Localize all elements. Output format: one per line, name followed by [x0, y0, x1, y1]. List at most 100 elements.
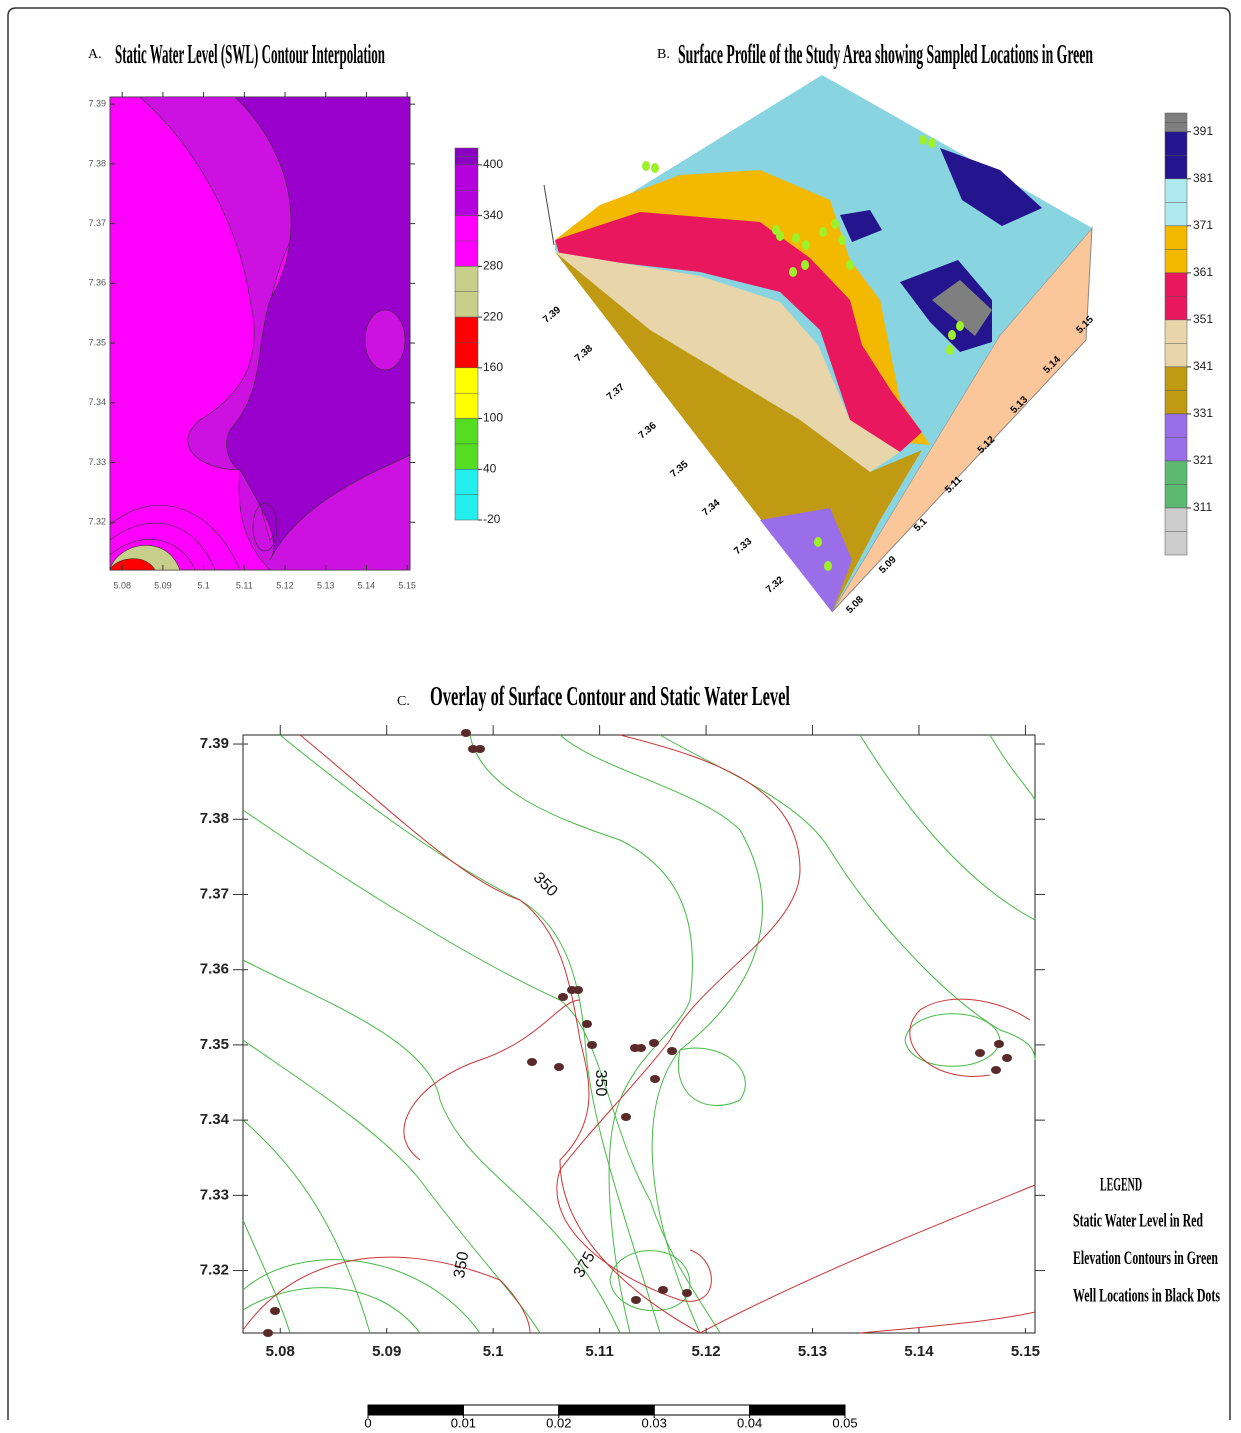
x-tick-label: 5.11: [236, 580, 253, 590]
surface-3d: [544, 75, 1092, 612]
sample-location: [928, 138, 936, 148]
well-location: [658, 1286, 668, 1294]
y-tick-label: 7.39: [200, 735, 229, 752]
sample-location: [846, 260, 854, 270]
well-location: [527, 1058, 537, 1066]
axis-3d-label: 7.37: [605, 382, 627, 403]
well-location: [573, 986, 583, 994]
colorbar-label: 311: [1193, 500, 1212, 514]
axis-3d-label: 5.08: [844, 594, 866, 616]
overlay-frame: [243, 735, 1035, 1333]
well-location: [975, 1049, 985, 1057]
scale-segment: [463, 1405, 558, 1415]
x-tick-label: 5.12: [276, 580, 294, 590]
colorbar-label: 371: [1193, 218, 1213, 232]
well-location: [270, 1307, 280, 1315]
scale-segment: [559, 1405, 654, 1415]
sample-location: [814, 537, 822, 547]
colorbar-label: 361: [1193, 265, 1213, 279]
x-tick-label: 5.15: [398, 580, 416, 590]
well-location: [994, 1040, 1004, 1048]
colorbar-label: 40: [483, 461, 497, 475]
x-tick-label: 5.15: [1011, 1343, 1040, 1360]
axis-3d-label: 7.38: [573, 343, 595, 364]
sample-location: [819, 227, 827, 237]
y-tick-label: 7.35: [200, 1036, 229, 1053]
colorbar-label: 321: [1193, 453, 1213, 467]
well-location: [682, 1289, 692, 1297]
scale-label: 0.03: [642, 1415, 667, 1430]
y-tick-label: 7.38: [200, 810, 229, 827]
y-tick-label: 7.37: [88, 218, 106, 228]
well-location: [621, 1113, 631, 1121]
scale-segment: [654, 1405, 749, 1415]
sample-location: [802, 240, 810, 250]
well-location: [554, 1063, 564, 1071]
y-tick-label: 7.36: [200, 961, 229, 978]
y-tick-label: 7.33: [200, 1186, 229, 1203]
contour-label: 350: [592, 1070, 609, 1097]
well-location: [263, 1329, 273, 1337]
sample-location: [824, 561, 832, 571]
sample-location: [946, 345, 954, 355]
sample-location: [801, 260, 809, 270]
sample-location: [948, 330, 956, 340]
sample-location: [776, 231, 784, 241]
scale-segment: [368, 1405, 463, 1415]
y-tick-label: 7.32: [88, 517, 106, 527]
colorbar-label: 340: [483, 208, 503, 222]
legend-item: Well Locations in Black Dots: [1073, 1285, 1220, 1306]
colorbar-label: 391: [1193, 124, 1213, 138]
well-location: [582, 1020, 592, 1028]
scale-label: 0: [364, 1415, 371, 1430]
colorbar-label: 381: [1193, 171, 1213, 185]
well-location: [461, 729, 471, 737]
page: A. Static Water Level (SWL) Contour Inter…: [0, 0, 1241, 1433]
x-tick-label: 5.09: [154, 580, 172, 590]
well-location: [587, 1041, 597, 1049]
sample-location: [919, 135, 927, 145]
x-tick-label: 5.1: [483, 1343, 504, 1360]
x-tick-label: 5.11: [585, 1343, 613, 1360]
legend-title: LEGEND: [1100, 1174, 1142, 1195]
x-tick-label: 5.13: [798, 1343, 827, 1360]
colorbar-label: 100: [483, 411, 503, 425]
y-tick-label: 7.36: [88, 278, 106, 288]
sample-location: [792, 233, 800, 243]
colorbar-label: 220: [483, 309, 503, 323]
colorbar-label: 331: [1193, 406, 1213, 420]
scale-label: 0.01: [451, 1415, 476, 1430]
panel-letter: A.: [88, 47, 102, 62]
colorbar-label: 160: [483, 360, 503, 374]
y-tick-label: 7.37: [200, 885, 229, 902]
scale-segment: [750, 1405, 845, 1415]
x-tick-label: 5.1: [197, 580, 210, 590]
colorbar-label: 400: [483, 157, 503, 171]
sample-location: [642, 161, 650, 171]
y-tick-label: 7.34: [88, 397, 106, 407]
vertical-axis: [544, 185, 554, 245]
x-tick-label: 5.12: [691, 1343, 720, 1360]
panel-title: Surface Profile of the Study Area showin…: [678, 39, 1093, 69]
x-tick-label: 5.13: [317, 580, 335, 590]
axis-3d-label: 7.36: [637, 420, 659, 441]
y-tick-label: 7.38: [88, 158, 106, 168]
x-tick-label: 5.08: [266, 1343, 295, 1360]
x-tick-label: 5.14: [904, 1343, 934, 1360]
panel-title: Overlay of Surface Contour and Static Wa…: [430, 681, 790, 711]
x-tick-label: 5.09: [372, 1343, 401, 1360]
well-location: [631, 1296, 641, 1304]
well-location: [558, 993, 568, 1001]
contour-loop: [365, 310, 405, 370]
well-location: [636, 1044, 646, 1052]
sample-location: [956, 321, 964, 331]
panel-title: Static Water Level (SWL) Contour Interpo…: [115, 39, 385, 69]
panel-letter: C.: [397, 694, 410, 709]
axis-3d-label: 7.35: [669, 459, 691, 480]
sample-location: [651, 163, 659, 173]
axis-3d-label: 7.32: [764, 574, 786, 595]
well-location: [649, 1039, 659, 1047]
scale-label: 0.04: [737, 1415, 762, 1430]
colorbar-label: -20: [483, 512, 501, 526]
colorbar-label: 351: [1193, 312, 1213, 326]
